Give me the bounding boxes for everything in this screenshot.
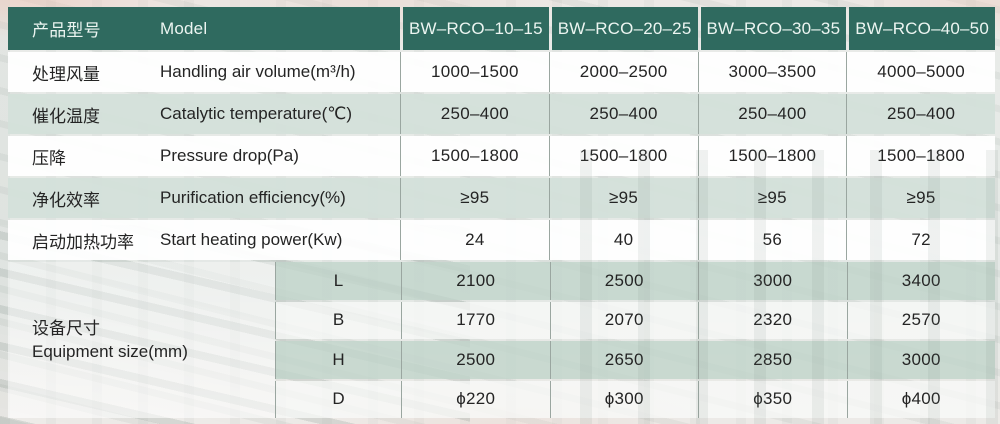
dimension-row-width: B 1770 2070 2320 2570 <box>275 301 996 339</box>
table-cell: 3000–3500 <box>697 52 847 92</box>
row-label-cn: 压降 <box>32 148 66 168</box>
equipment-label-cn: 设备尺寸 <box>32 319 100 338</box>
row-label-cn: 启动加热功率 <box>32 232 134 252</box>
row-label-en: Handling air volume(m³/h) <box>160 62 356 81</box>
table-cell: ≥95 <box>548 178 698 218</box>
table-cell: 2650 <box>549 341 699 379</box>
header-label-en: Model <box>160 18 208 38</box>
row-label-en: Start heating power(Kw) <box>160 230 343 249</box>
row-label-cell: 净化效率 Purification efficiency(%) <box>8 178 400 218</box>
table-cell: 2500 <box>401 341 550 379</box>
table-cell: 24 <box>400 220 549 260</box>
dimension-rows: L 2100 2500 3000 3400 B 1770 2070 2320 2… <box>275 262 995 418</box>
dimension-label: B <box>275 301 401 339</box>
header-model-col-1: BW–RCO–10–15 <box>403 7 549 50</box>
equipment-size-section: 设备尺寸 Equipment size(mm) L 2100 2500 3000… <box>8 262 995 418</box>
table-cell: ϕ350 <box>698 380 847 418</box>
table-cell: 2100 <box>401 262 550 300</box>
row-label-cell: 压降 Pressure drop(Pa) <box>8 136 400 176</box>
table-cell: 250–400 <box>846 94 995 134</box>
dimension-label: L <box>275 262 401 300</box>
table-cell: 40 <box>548 220 698 260</box>
table-row-catalytic-temperature: 催化温度 Catalytic temperature(℃) 250–400 25… <box>8 94 995 134</box>
table-cell: 1500–1800 <box>697 136 847 176</box>
equipment-size-cell: 设备尺寸 Equipment size(mm) <box>8 262 275 418</box>
table-cell: 2850 <box>698 341 847 379</box>
dimension-row-length: L 2100 2500 3000 3400 <box>275 262 995 300</box>
table-cell: 1500–1800 <box>846 136 995 176</box>
table-cell: 2070 <box>549 301 699 339</box>
dimension-label: H <box>275 341 401 379</box>
table-cell: 2320 <box>698 301 847 339</box>
table-cell: ≥95 <box>846 178 995 218</box>
row-label-cell: 启动加热功率 Start heating power(Kw) <box>8 220 400 260</box>
table-cell: 2500 <box>549 262 699 300</box>
table-cell: 2000–2500 <box>548 52 698 92</box>
product-spec-table: 产品型号 Model BW–RCO–10–15 BW–RCO–20–25 BW–… <box>8 7 995 418</box>
dimension-row-height: H 2500 2650 2850 3000 <box>275 341 995 379</box>
row-label-cn: 净化效率 <box>32 190 100 210</box>
table-row-purification-efficiency: 净化效率 Purification efficiency(%) ≥95 ≥95 … <box>8 178 995 218</box>
table-cell: ϕ300 <box>549 380 699 418</box>
table-cell: 1770 <box>401 301 550 339</box>
table-cell: 3400 <box>846 262 996 300</box>
dimension-label: D <box>275 380 401 418</box>
table-cell: ≥95 <box>400 178 549 218</box>
row-label-cn: 处理风量 <box>32 64 100 84</box>
table-cell: 1500–1800 <box>548 136 698 176</box>
table-cell: 4000–5000 <box>846 52 995 92</box>
table-row-air-volume: 处理风量 Handling air volume(m³/h) 1000–1500… <box>8 52 995 92</box>
header-label-cn: 产品型号 <box>32 21 101 40</box>
table-cell: 2570 <box>846 301 996 339</box>
table-cell: ≥95 <box>697 178 847 218</box>
dimension-row-diameter: D ϕ220 ϕ300 ϕ350 ϕ400 <box>275 380 996 418</box>
table-row-pressure-drop: 压降 Pressure drop(Pa) 1500–1800 1500–1800… <box>8 136 995 176</box>
table-cell: ϕ220 <box>401 380 550 418</box>
table-cell: ϕ400 <box>846 380 996 418</box>
row-label-en: Purification efficiency(%) <box>160 188 346 207</box>
table-cell: 250–400 <box>400 94 549 134</box>
row-label-cn: 催化温度 <box>32 106 100 126</box>
table-cell: 250–400 <box>697 94 847 134</box>
table-cell: 1000–1500 <box>400 52 549 92</box>
equipment-label-en: Equipment size(mm) <box>32 342 188 361</box>
table-row-start-heating-power: 启动加热功率 Start heating power(Kw) 24 40 56 … <box>8 220 995 260</box>
table-cell: 3000 <box>698 262 847 300</box>
table-cell: 1500–1800 <box>400 136 549 176</box>
row-label-en: Pressure drop(Pa) <box>160 146 299 165</box>
table-cell: 250–400 <box>548 94 698 134</box>
table-cell: 72 <box>846 220 995 260</box>
header-model-cell: 产品型号 Model <box>8 7 400 50</box>
row-label-en: Catalytic temperature(℃) <box>160 104 352 123</box>
header-model-col-3: BW–RCO–30–35 <box>700 7 847 50</box>
table-cell: 3000 <box>846 341 996 379</box>
header-model-col-2: BW–RCO–20–25 <box>551 7 698 50</box>
table-cell: 56 <box>697 220 847 260</box>
row-label-cell: 处理风量 Handling air volume(m³/h) <box>8 52 400 92</box>
header-model-col-4: BW–RCO–40–50 <box>849 7 995 50</box>
table-header-row: 产品型号 Model BW–RCO–10–15 BW–RCO–20–25 BW–… <box>8 7 995 50</box>
row-label-cell: 催化温度 Catalytic temperature(℃) <box>8 94 400 134</box>
